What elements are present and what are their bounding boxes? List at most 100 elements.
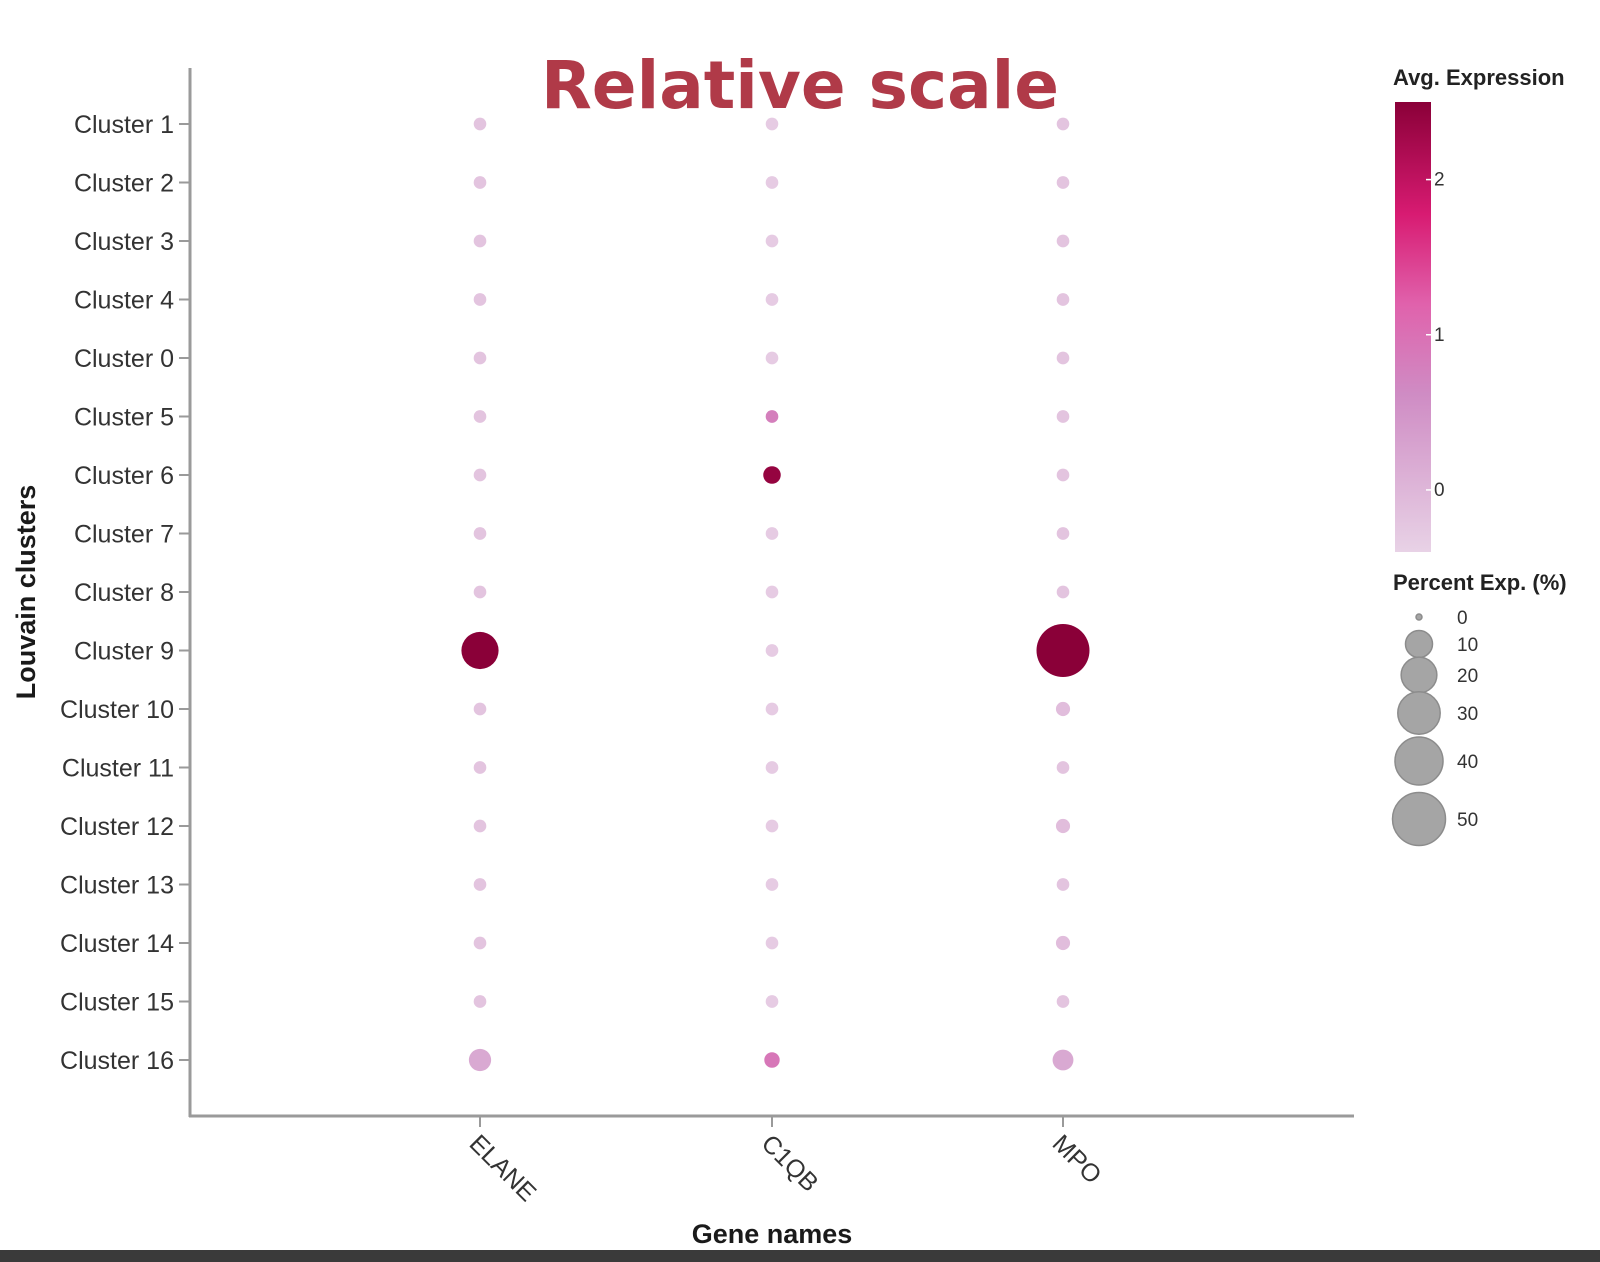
size-legend-items: 0 10 20 30 40 50	[1391, 608, 1478, 847]
dot-c1qb-cluster-1	[765, 117, 779, 131]
dot-c1qb-cluster-14	[765, 936, 779, 950]
y-tick-label: Cluster 9	[74, 638, 174, 666]
dot-c1qb-cluster-15	[765, 995, 779, 1008]
dot-elane-cluster-10	[473, 702, 487, 716]
size-legend-dot	[1397, 691, 1441, 735]
dot-elane-cluster-7	[473, 527, 487, 540]
dot-mpo-cluster-1	[1056, 117, 1070, 131]
dot-elane-cluster-9	[461, 631, 499, 670]
dot-mpo-cluster-13	[1056, 878, 1070, 891]
dot-elane-cluster-14	[473, 936, 487, 950]
dot-c1qb-cluster-9	[765, 644, 779, 657]
y-tick-label: Cluster 8	[74, 579, 174, 607]
dot-marks	[461, 117, 1090, 1072]
color-legend-tick-label: 0	[1434, 480, 1445, 501]
size-legend-dot	[1400, 656, 1438, 694]
dot-mpo-cluster-3	[1056, 234, 1070, 248]
size-legend-dot	[1394, 736, 1444, 786]
dot-elane-cluster-5	[473, 410, 487, 423]
size-legend-label: 10	[1457, 635, 1478, 656]
x-axis-ticks: ELANE C1QB MPO	[464, 1117, 1107, 1207]
dot-c1qb-cluster-7	[765, 527, 779, 540]
dot-elane-cluster-3	[473, 234, 487, 248]
dot-c1qb-cluster-3	[765, 234, 779, 248]
dot-c1qb-cluster-4	[765, 293, 779, 306]
x-tick-label: C1QB	[756, 1129, 824, 1197]
y-tick-label: Cluster 13	[60, 872, 174, 900]
size-legend-label: 30	[1457, 704, 1478, 725]
y-tick-label: Cluster 7	[74, 521, 174, 549]
size-legend-dot	[1391, 791, 1447, 847]
color-legend-title: Avg. Expression	[1393, 65, 1565, 90]
dot-mpo-cluster-11	[1056, 761, 1070, 774]
y-tick-label: Cluster 10	[60, 696, 174, 724]
dot-elane-cluster-1	[473, 117, 487, 131]
dot-elane-cluster-4	[473, 293, 487, 306]
size-legend-title: Percent Exp. (%)	[1393, 570, 1567, 595]
dot-mpo-cluster-9	[1036, 624, 1090, 677]
bottom-border	[0, 1250, 1600, 1262]
dot-mpo-cluster-15	[1056, 995, 1070, 1008]
dot-mpo-cluster-16	[1052, 1049, 1074, 1071]
y-tick-label: Cluster 4	[74, 287, 174, 315]
dot-elane-cluster-12	[473, 819, 487, 833]
dot-mpo-cluster-0	[1056, 351, 1070, 365]
color-legend-tick-label: 1	[1434, 325, 1445, 346]
size-legend: Percent Exp. (%) 0 10 20 30 40 50	[1391, 570, 1567, 847]
color-legend-bar	[1395, 102, 1431, 552]
x-axis-title: Gene names	[692, 1219, 853, 1249]
dot-elane-cluster-13	[473, 878, 487, 891]
x-tick-label: ELANE	[464, 1129, 542, 1207]
size-legend-label: 0	[1457, 608, 1468, 629]
y-tick-label: Cluster 6	[74, 462, 174, 490]
y-tick-label: Cluster 16	[60, 1047, 174, 1075]
dot-c1qb-cluster-0	[765, 351, 779, 365]
y-tick-label: Cluster 1	[74, 111, 174, 139]
size-legend-label: 50	[1457, 810, 1478, 831]
dot-c1qb-cluster-13	[765, 878, 779, 891]
dot-c1qb-cluster-5	[765, 410, 779, 423]
color-legend: Avg. Expression 2 1 0	[1393, 65, 1565, 552]
color-legend-ticks: 2 1 0	[1426, 170, 1445, 501]
y-tick-label: Cluster 14	[60, 930, 174, 958]
y-tick-label: Cluster 15	[60, 989, 174, 1017]
dot-c1qb-cluster-12	[765, 819, 779, 833]
dot-mpo-cluster-6	[1056, 468, 1070, 482]
dot-elane-cluster-0	[473, 351, 487, 365]
dot-c1qb-cluster-11	[765, 761, 779, 774]
dot-elane-cluster-11	[473, 761, 487, 774]
dot-elane-cluster-15	[473, 995, 487, 1008]
dot-mpo-cluster-10	[1055, 701, 1071, 717]
dot-c1qb-cluster-2	[765, 176, 779, 189]
dot-mpo-cluster-7	[1056, 527, 1070, 540]
dot-elane-cluster-8	[473, 585, 487, 599]
y-tick-label: Cluster 12	[60, 813, 174, 841]
dot-c1qb-cluster-6	[763, 466, 781, 484]
dot-elane-cluster-2	[473, 176, 487, 189]
size-legend-dot	[1415, 613, 1423, 621]
x-tick-label: MPO	[1047, 1129, 1107, 1189]
dot-c1qb-cluster-16	[764, 1052, 780, 1068]
dot-elane-cluster-16	[468, 1048, 492, 1072]
y-tick-label: Cluster 0	[74, 345, 174, 373]
dot-c1qb-cluster-8	[765, 585, 779, 599]
chart-title: Relative scale	[541, 47, 1059, 124]
dot-mpo-cluster-12	[1055, 818, 1071, 834]
dot-elane-cluster-6	[473, 468, 487, 482]
dot-mpo-cluster-4	[1056, 293, 1070, 306]
y-tick-label: Cluster 5	[74, 404, 174, 432]
y-axis-ticks: Cluster 1 Cluster 2 Cluster 3 Cluster 4 Clus…	[60, 111, 189, 1075]
y-tick-label: Cluster 3	[74, 228, 174, 256]
size-legend-label: 40	[1457, 752, 1478, 773]
dot-mpo-cluster-2	[1056, 176, 1070, 189]
dot-mpo-cluster-5	[1056, 410, 1070, 423]
dot-mpo-cluster-8	[1056, 585, 1070, 599]
y-axis-title: Louvain clusters	[11, 485, 41, 700]
y-tick-label: Cluster 11	[62, 755, 174, 783]
dot-c1qb-cluster-10	[765, 702, 779, 716]
size-legend-dot	[1404, 629, 1434, 659]
y-tick-label: Cluster 2	[74, 170, 174, 198]
color-legend-tick-label: 2	[1434, 170, 1445, 191]
